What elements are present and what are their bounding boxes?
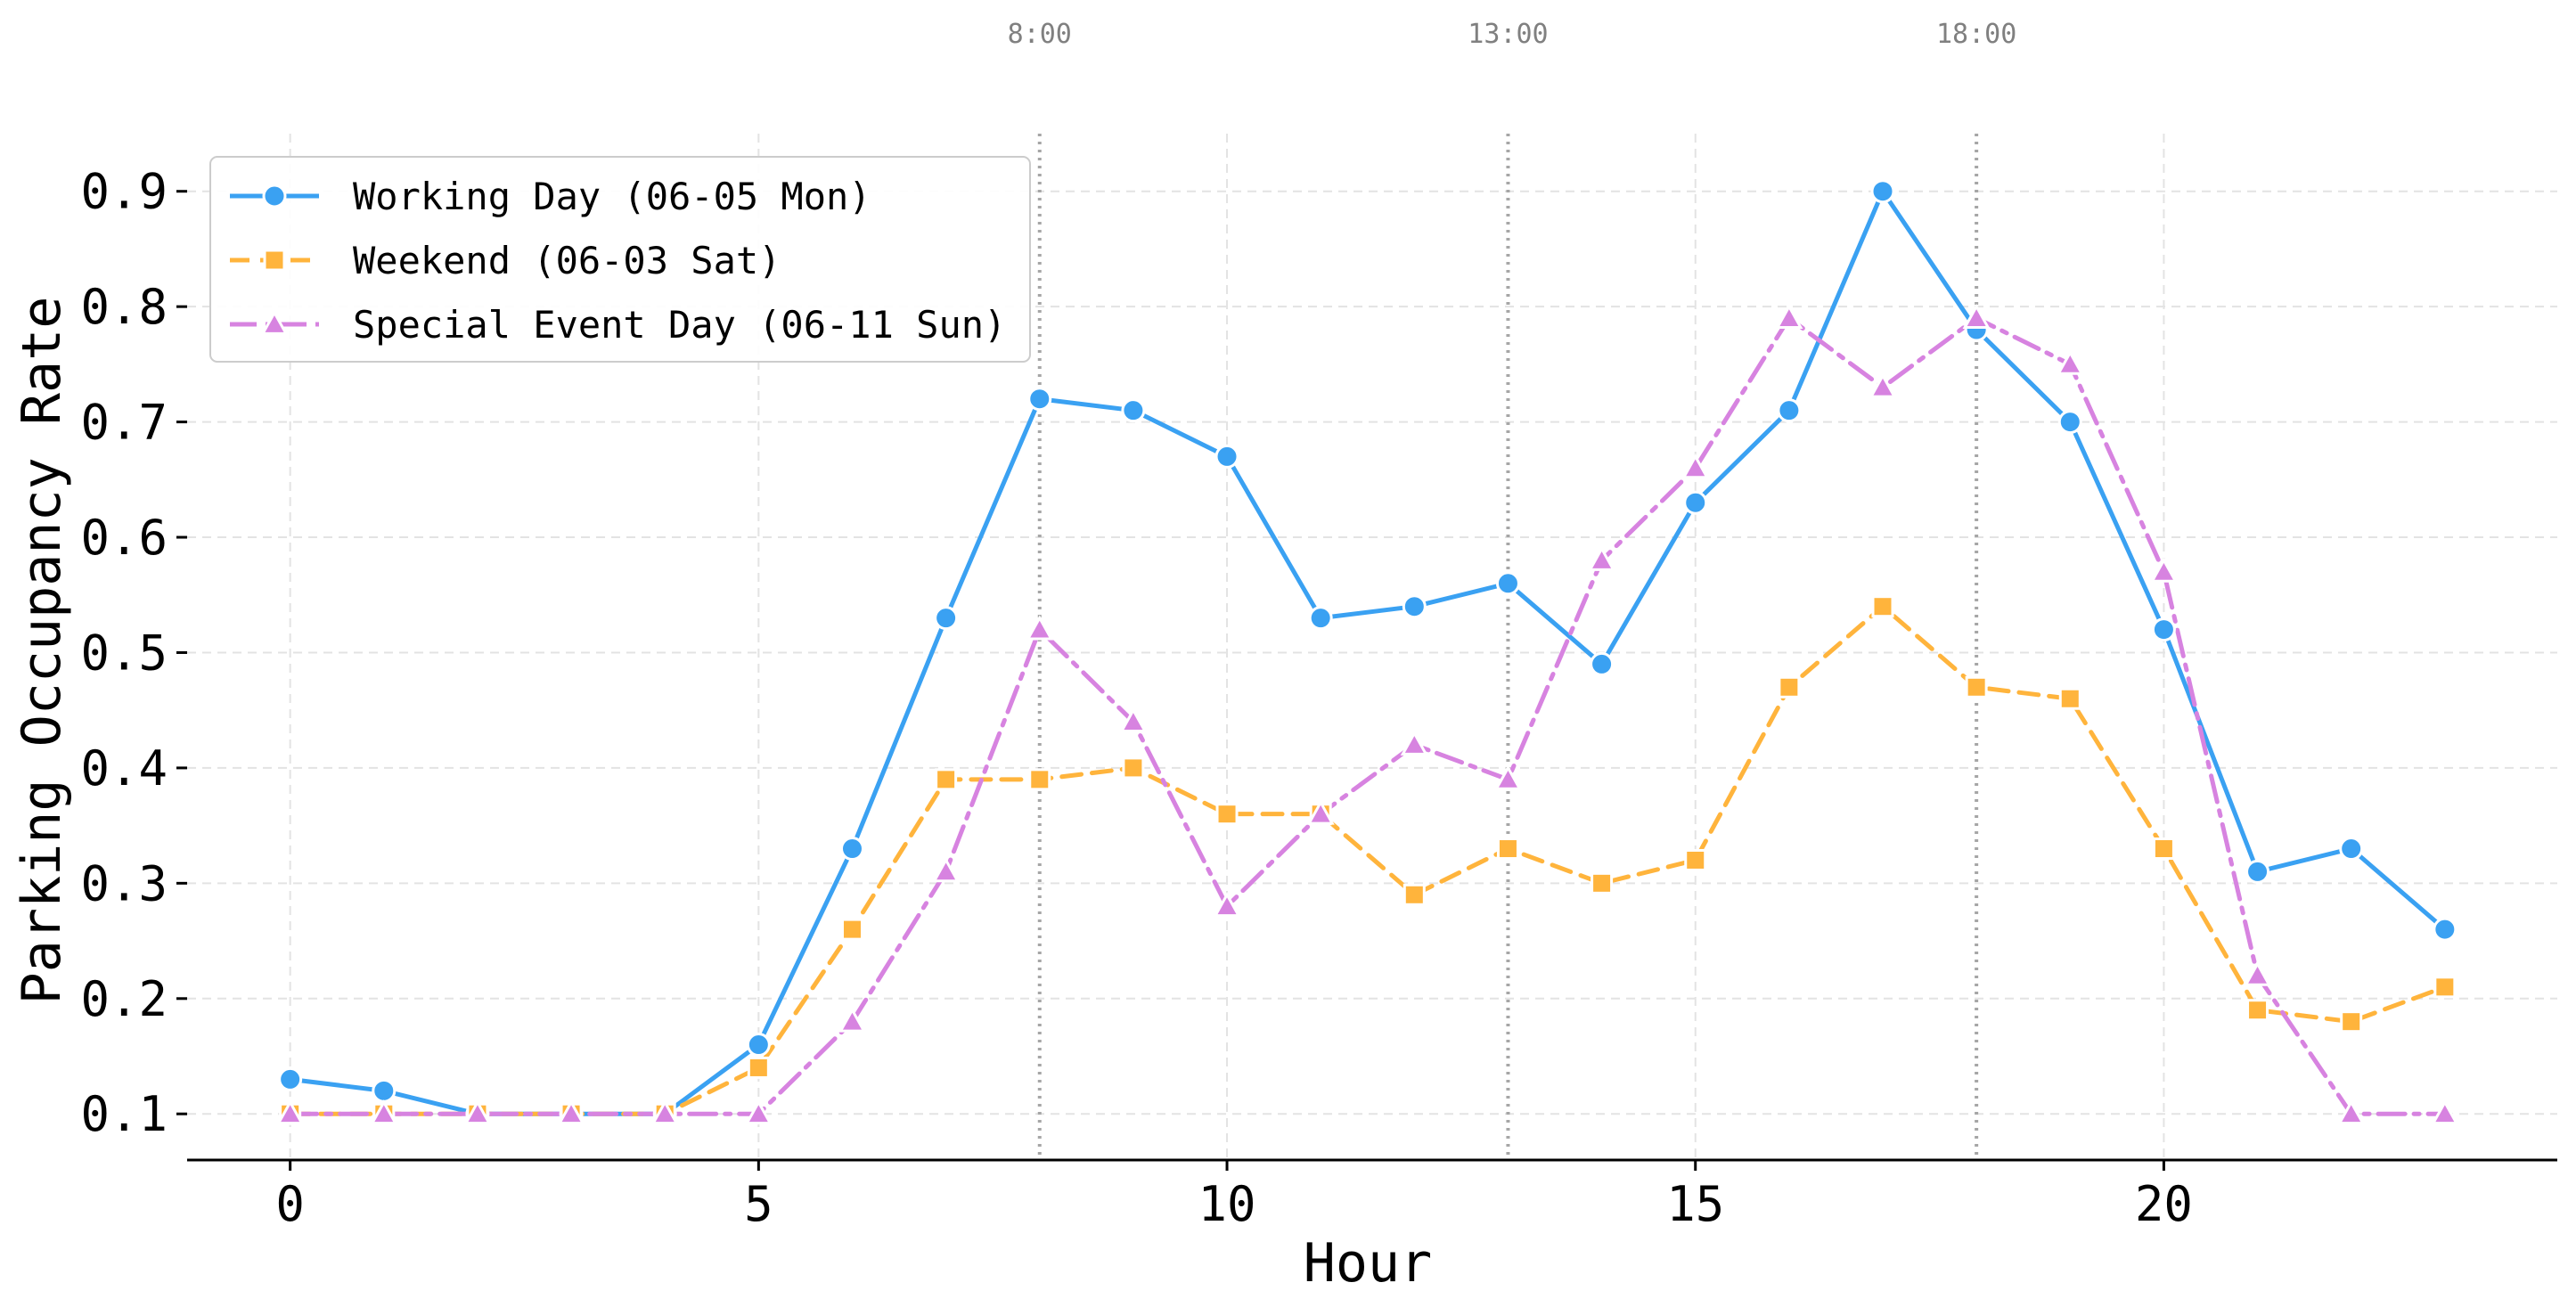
y-tick-label: 0.9 <box>80 164 168 220</box>
reference-line-label: 13:00 <box>1468 19 1548 50</box>
data-point-series-3 <box>2244 960 2272 986</box>
data-point-series-3 <box>557 1099 585 1125</box>
data-point-series-3 <box>1493 764 1522 790</box>
data-point-series-1 <box>1777 398 1802 423</box>
axes: 0 5 10 15 20 0.1 0.2 0.3 0.4 0.5 0.6 0.7 0.8 0.9 <box>80 164 2557 1232</box>
data-point-series-3 <box>1775 304 1803 330</box>
legend-marker-3 <box>260 309 289 335</box>
data-point-series-3 <box>650 1099 679 1125</box>
data-point-series-3 <box>1213 892 1241 918</box>
data-point-series-3 <box>463 1099 492 1125</box>
data-point-series-3 <box>2149 557 2178 583</box>
data-point-series-1 <box>934 606 959 631</box>
data-point-series-3 <box>1681 453 1710 479</box>
x-tick-label: 15 <box>1666 1176 1724 1232</box>
legend-marker-1 <box>262 184 287 208</box>
data-point-series-1 <box>372 1078 397 1103</box>
data-point-series-1 <box>2433 917 2457 942</box>
x-tick-label: 20 <box>2135 1176 2193 1232</box>
legend-label-2: Weekend (06-03 Sat) <box>353 239 781 282</box>
reference-line-label: 8:00 <box>1008 19 1072 50</box>
data-point-series-1 <box>1402 594 1427 619</box>
legend: Working Day (06-05 Mon) Weekend (06-03 Sa… <box>209 156 1031 363</box>
data-point-series-2 <box>1496 837 1519 861</box>
data-point-series-3 <box>2337 1099 2366 1125</box>
data-point-series-1 <box>278 1066 303 1091</box>
data-point-series-2 <box>1965 675 1988 699</box>
legend-box <box>209 156 1031 363</box>
series-lines <box>288 189 2448 1116</box>
x-axis-title: Hour <box>1304 1232 1433 1295</box>
data-point-series-3 <box>1026 615 1054 641</box>
series-line-2 <box>288 604 2448 1116</box>
data-point-series-2 <box>1028 768 1051 791</box>
data-point-series-1 <box>746 1033 771 1058</box>
data-point-series-1 <box>1214 444 1239 469</box>
data-point-series-2 <box>2246 999 2269 1022</box>
grid <box>187 134 2557 1160</box>
y-tick-label: 0.8 <box>80 279 168 335</box>
data-point-series-2 <box>1778 675 1801 699</box>
data-point-series-2 <box>747 1056 770 1079</box>
data-point-series-3 <box>2056 349 2084 375</box>
data-point-series-2 <box>2340 1010 2363 1033</box>
data-point-series-3 <box>1119 707 1148 733</box>
reference-line-label: 18:00 <box>1936 19 2016 50</box>
data-point-series-3 <box>838 1007 867 1033</box>
legend-label-1: Working Day (06-05 Mon) <box>353 175 871 218</box>
reference-lines: 8:00 13:00 18:00 <box>1008 19 2016 1160</box>
y-tick-label: 0.1 <box>80 1086 168 1142</box>
data-point-series-3 <box>1962 304 1991 330</box>
data-point-series-1 <box>2339 837 2364 862</box>
data-point-series-1 <box>1590 651 1615 676</box>
data-point-series-3 <box>1869 372 1897 398</box>
data-point-series-2 <box>1591 871 1614 895</box>
data-point-series-2 <box>1122 756 1145 780</box>
y-axis-title: Parking Occupancy Rate <box>11 297 73 1005</box>
data-point-series-1 <box>1027 387 1052 412</box>
data-point-series-2 <box>2433 976 2457 999</box>
series-line-3 <box>288 315 2448 1116</box>
data-point-series-3 <box>1306 799 1335 825</box>
data-point-series-1 <box>839 837 864 862</box>
data-point-series-3 <box>1588 545 1616 571</box>
data-point-series-2 <box>1402 883 1426 906</box>
data-point-series-2 <box>2152 837 2175 861</box>
y-tick-label: 0.6 <box>80 510 168 566</box>
data-point-series-2 <box>935 768 958 791</box>
data-point-series-1 <box>2151 617 2176 642</box>
y-tick-label: 0.5 <box>80 625 168 681</box>
data-point-series-1 <box>1121 398 1146 423</box>
y-tick-label: 0.2 <box>80 971 168 1027</box>
x-tick-label: 5 <box>744 1176 773 1232</box>
data-point-series-3 <box>744 1099 773 1125</box>
x-tick-label: 0 <box>275 1176 305 1232</box>
legend-marker-2 <box>263 249 286 272</box>
data-point-series-3 <box>2431 1099 2459 1125</box>
x-tick-label: 10 <box>1198 1176 1256 1232</box>
legend-label-3: Special Event Day (06-11 Sun) <box>353 303 1006 347</box>
data-point-series-3 <box>1400 730 1428 756</box>
data-point-series-3 <box>370 1099 398 1125</box>
data-point-series-2 <box>2058 687 2081 710</box>
series-markers <box>276 179 2459 1126</box>
data-point-series-1 <box>1308 606 1333 631</box>
data-point-series-1 <box>2245 859 2270 884</box>
data-point-series-1 <box>2057 410 2082 435</box>
y-tick-label: 0.7 <box>80 395 168 451</box>
data-point-series-2 <box>1684 848 1707 871</box>
data-point-series-1 <box>1870 179 1895 204</box>
data-point-series-3 <box>276 1099 305 1125</box>
data-point-series-1 <box>1683 490 1708 515</box>
y-tick-label: 0.4 <box>80 740 168 797</box>
data-point-series-2 <box>1215 803 1239 826</box>
y-tick-label: 0.3 <box>80 855 168 911</box>
data-point-series-1 <box>1495 571 1520 596</box>
data-point-series-2 <box>1871 595 1894 618</box>
data-point-series-2 <box>840 918 863 941</box>
data-point-series-3 <box>932 857 961 883</box>
